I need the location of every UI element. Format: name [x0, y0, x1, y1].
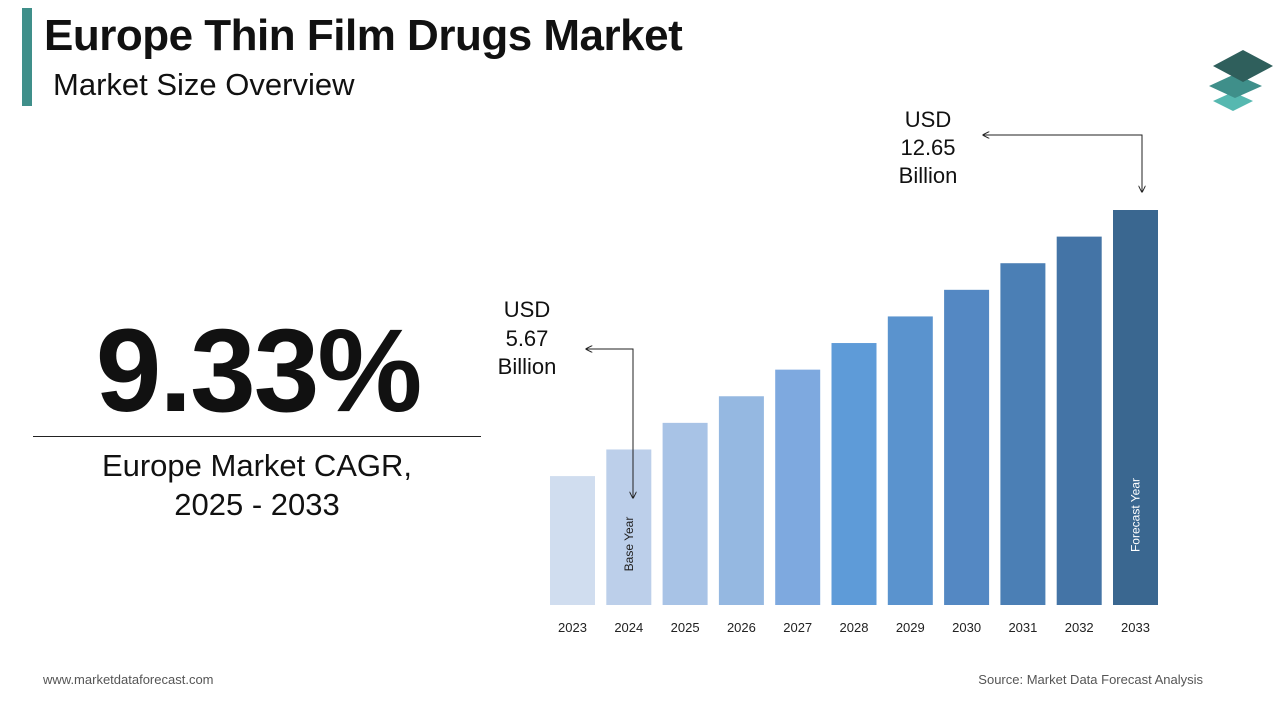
annotation-start-line3: Billion — [498, 354, 557, 379]
bar-2029 — [887, 316, 933, 605]
bar-2033 — [1113, 210, 1158, 605]
cagr-divider — [33, 436, 481, 437]
bar-2030 — [944, 289, 990, 605]
stacked-layers-icon — [1209, 50, 1273, 111]
annotation-end-line2: 12.65 — [900, 135, 955, 160]
x-tick-2026: 2026 — [727, 620, 756, 635]
x-tick-2029: 2029 — [896, 620, 925, 635]
logo-layer-middle — [1209, 74, 1262, 98]
bar-label-2033: Forecast Year — [1129, 478, 1143, 552]
x-tick-2023: 2023 — [558, 620, 587, 635]
bar-2028 — [831, 343, 877, 605]
logo-layer-bottom — [1213, 92, 1253, 111]
footer-source: Source: Market Data Forecast Analysis — [978, 672, 1203, 687]
bar-2027 — [775, 369, 821, 605]
x-tick-2028: 2028 — [840, 620, 869, 635]
x-tick-2027: 2027 — [783, 620, 812, 635]
annotation-start-line1: USD — [504, 297, 550, 322]
bar-2031 — [1000, 263, 1046, 605]
annotation-end-arrow — [983, 135, 1142, 192]
market-size-bar-chart: 2023 2024 2025 2026 2027 2028 2029 2030 2031 2032… — [498, 107, 1158, 635]
x-tick-2024: 2024 — [614, 620, 643, 635]
cagr-label-line1: Europe Market CAGR, — [101, 448, 413, 483]
page-title: Europe Thin Film Drugs Market — [44, 11, 683, 60]
page-subtitle: Market Size Overview — [53, 67, 355, 102]
logo-layer-top — [1213, 50, 1273, 82]
annotation-start: USD 5.67 Billion — [498, 297, 633, 498]
bar-2026 — [718, 396, 764, 605]
annotation-end-line1: USD — [905, 107, 951, 132]
annotation-start-arrow — [586, 349, 633, 498]
title-accent-bar — [22, 8, 32, 106]
bar-2023 — [550, 476, 595, 605]
annotation-start-line2: 5.67 — [506, 326, 549, 351]
annotation-end: USD 12.65 Billion — [899, 107, 1142, 192]
footer-website[interactable]: www.marketdataforecast.com — [43, 672, 214, 687]
bar-2025 — [662, 422, 708, 605]
x-tick-2031: 2031 — [1008, 620, 1037, 635]
x-tick-2032: 2032 — [1065, 620, 1094, 635]
x-tick-2030: 2030 — [952, 620, 981, 635]
annotation-end-line3: Billion — [899, 163, 958, 188]
cagr-label: Europe Market CAGR, 2025 - 2033 — [33, 446, 481, 524]
cagr-label-line2: 2025 - 2033 — [174, 487, 340, 522]
x-tick-2033: 2033 — [1121, 620, 1150, 635]
bar-label-2024: Base Year — [622, 517, 636, 572]
cagr-value: 9.33% — [95, 305, 423, 437]
bar-2032 — [1056, 236, 1102, 605]
x-tick-2025: 2025 — [671, 620, 700, 635]
